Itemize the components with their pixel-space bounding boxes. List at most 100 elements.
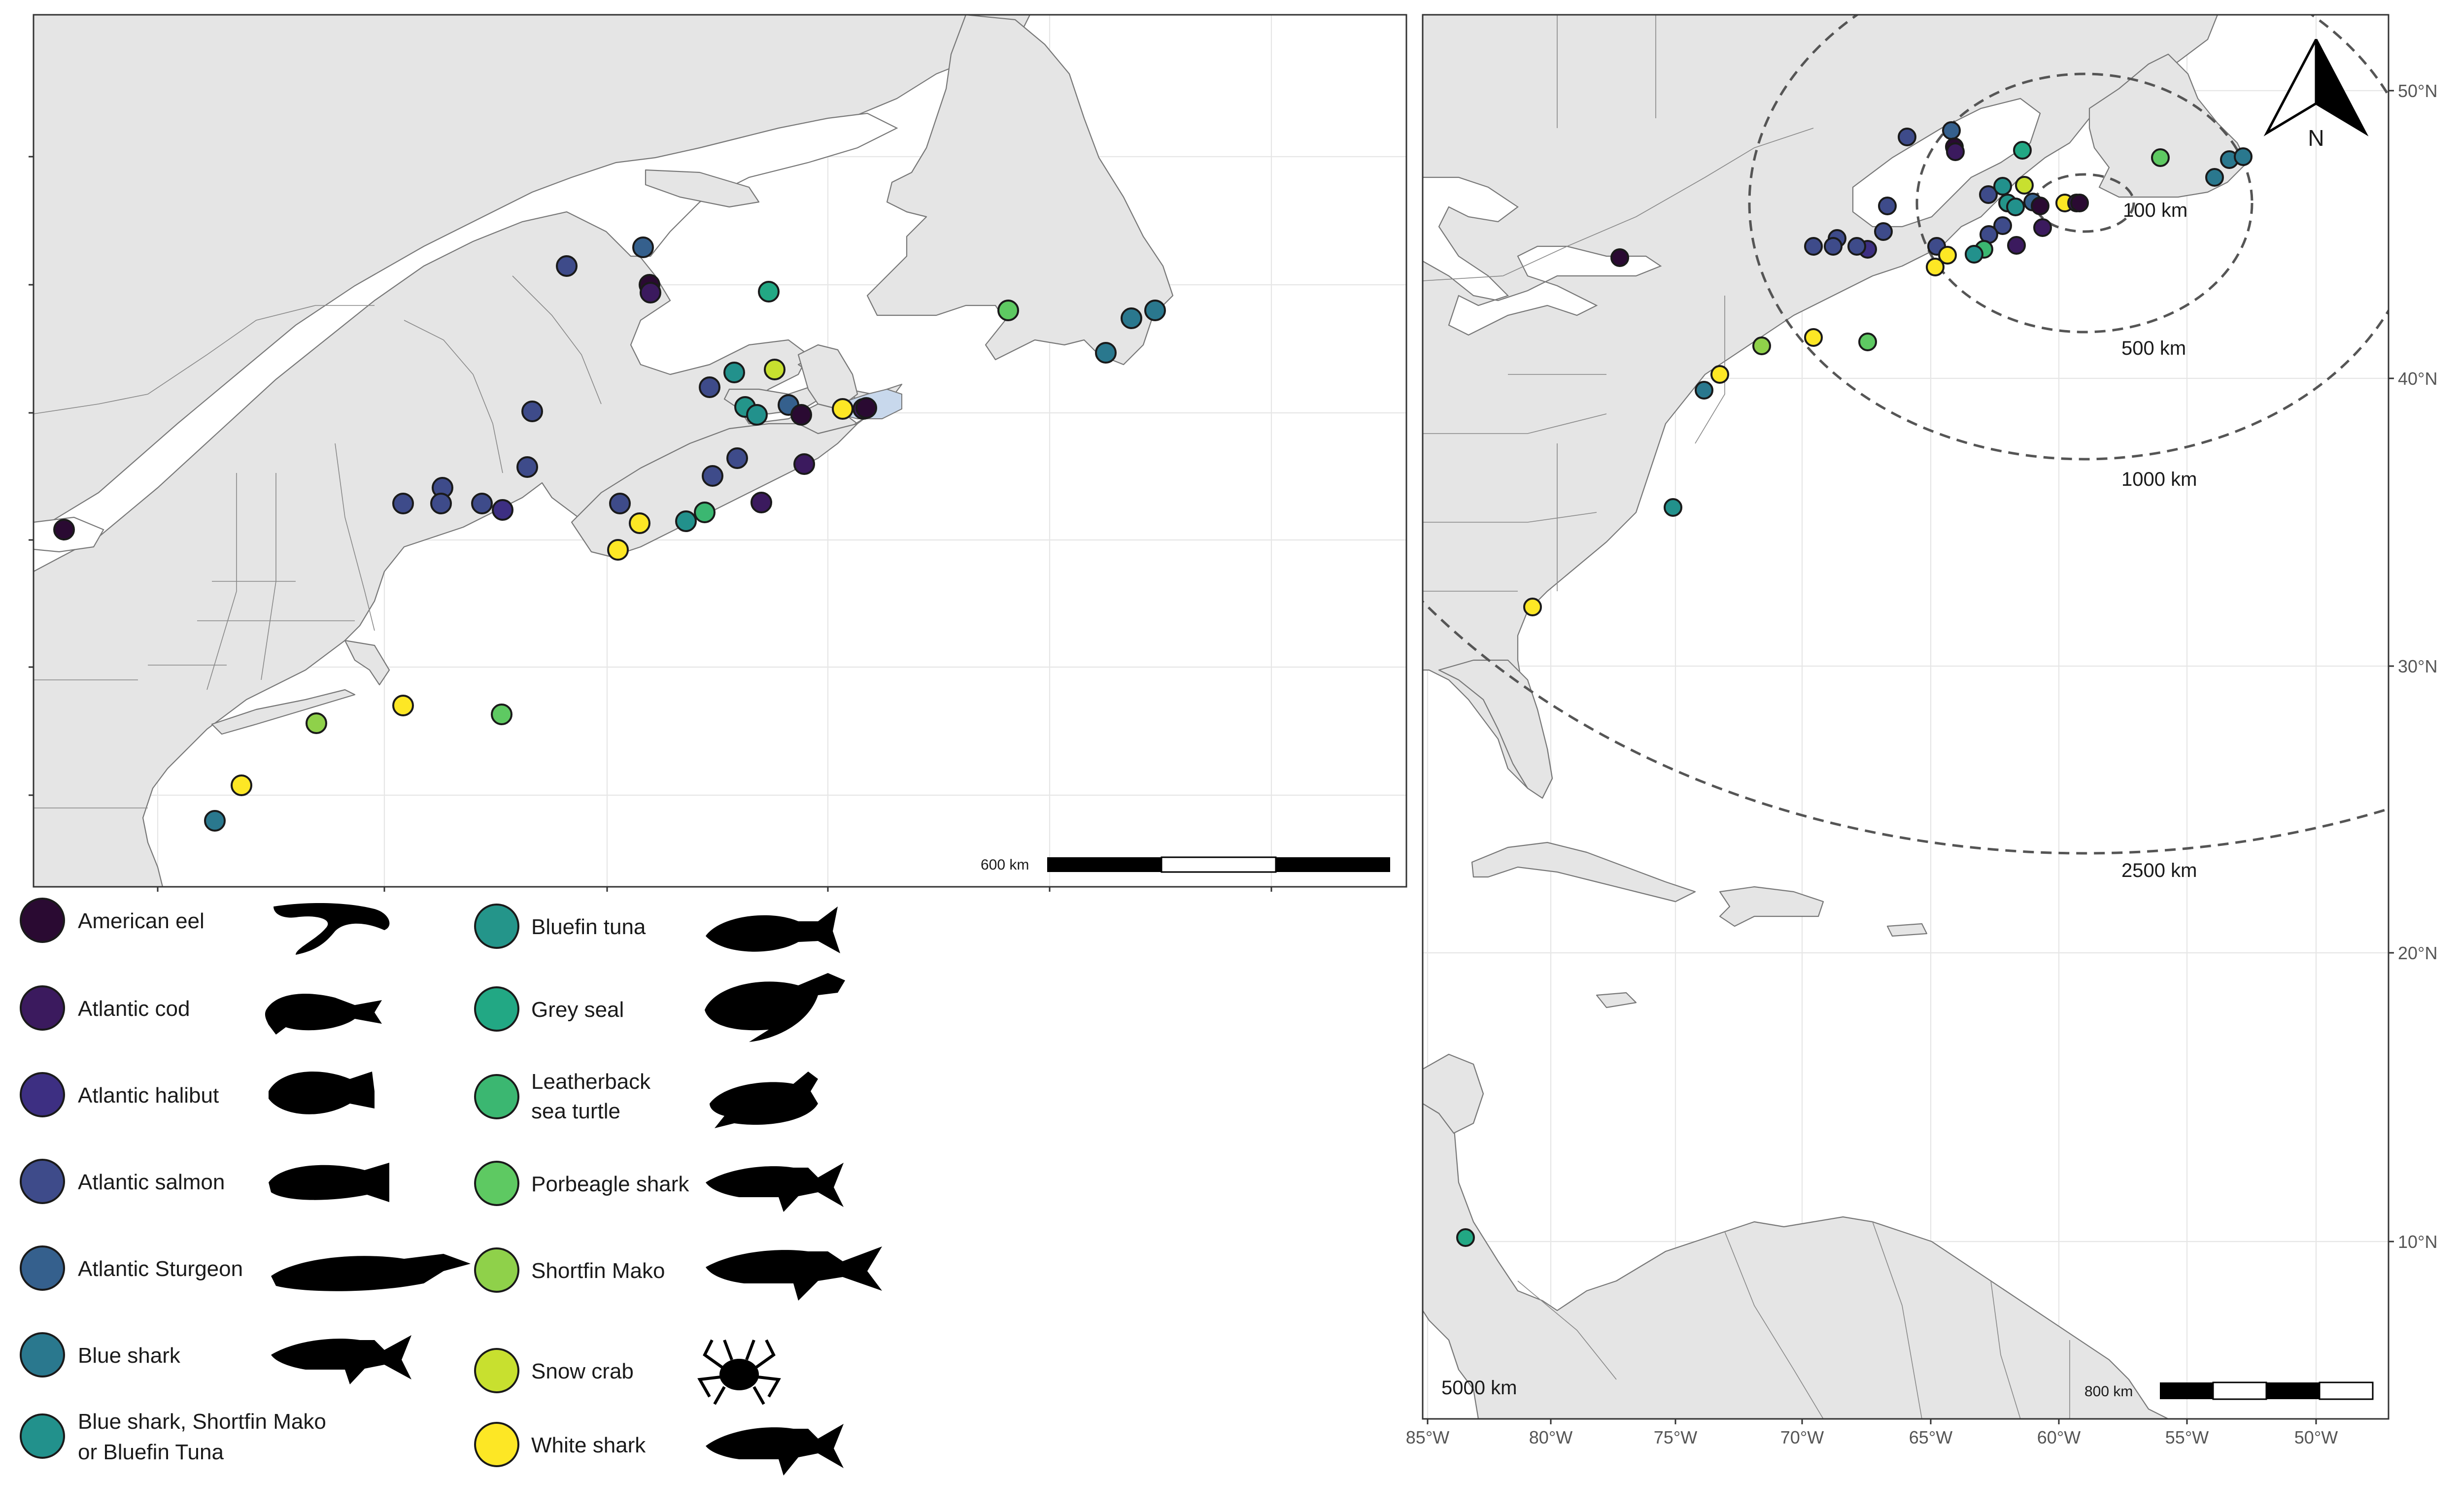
legend-label: Shortfin Mako <box>531 1259 665 1283</box>
right-yucatan <box>1423 1053 1484 1134</box>
right-jamaica <box>1596 992 1637 1008</box>
ring-label-1000km: 1000 km <box>2121 469 2197 490</box>
left-long-island <box>211 689 356 735</box>
point-atlantic-cod <box>1946 142 1965 161</box>
legend-label: Snow crab <box>531 1359 634 1383</box>
legend-label: Porbeagle shark <box>531 1172 689 1196</box>
left-points <box>53 236 1166 832</box>
point-shortfin-mako <box>306 712 327 734</box>
legend-item-white-shark: White shark <box>474 1422 844 1476</box>
left-newfoundland <box>866 15 1174 366</box>
point-white-shark <box>231 774 252 796</box>
point-atlantic-cod <box>793 453 815 475</box>
point-atlantic-cod <box>751 492 772 513</box>
legend-item-atlantic-sturgeon: Atlantic Sturgeon <box>20 1245 471 1291</box>
lon-tick: 85°W <box>1406 1427 1449 1447</box>
legend-label: Atlantic Sturgeon <box>78 1257 243 1281</box>
right-florida <box>1438 659 1553 799</box>
lat-tick: 40°N <box>2398 369 2437 389</box>
legend-label: Atlantic salmon <box>78 1170 225 1194</box>
right-puerto-rico <box>1886 923 1928 937</box>
halibut-silhouette-icon <box>269 1072 375 1114</box>
point-atlantic-salmon <box>521 401 543 422</box>
right-south-america <box>1423 1068 2169 1419</box>
north-arrow-icon: N <box>2263 38 2369 151</box>
point-blue-shark <box>1095 342 1117 364</box>
legend-swatch <box>474 1247 519 1293</box>
point-porbeagle <box>2151 148 2170 167</box>
point-atlantic-salmon <box>699 376 720 398</box>
point-atlantic-salmon <box>430 493 452 514</box>
right-great-lakes <box>1423 176 1662 336</box>
eel-silhouette-icon <box>273 903 390 955</box>
left-scale-bar-label: 600 km <box>981 857 1029 873</box>
legend-item-blue-shark-mako-tuna: Blue shark, Shortfin Mako or Bluefin Tun… <box>20 1410 326 1464</box>
legend-swatch <box>474 904 519 949</box>
legend-swatch <box>474 1348 519 1393</box>
point-american-eel <box>790 404 812 426</box>
legend-swatch <box>20 898 65 943</box>
sturgeon-silhouette-icon <box>271 1254 471 1291</box>
ring-label-2500km: 2500 km <box>2121 860 2197 881</box>
point-atlantic-salmon <box>392 493 414 514</box>
left-cape-cod <box>344 639 390 686</box>
point-blue-shark <box>2234 147 2253 166</box>
point-white-shark <box>392 695 414 716</box>
point-porbeagle <box>997 300 1019 321</box>
legend-item-bluefin-tuna: Bluefin tuna <box>474 904 840 953</box>
right-map: 100 km 500 km 1000 km 2500 km 5000 km N … <box>1406 14 2437 1447</box>
crab-silhouette-icon <box>697 1339 781 1405</box>
legend-item-atlantic-halibut: Atlantic halibut <box>20 1072 375 1117</box>
point-blue-shark-mako-tuna <box>1965 245 1983 264</box>
legend-label: White shark <box>531 1433 646 1457</box>
seal-silhouette-icon <box>705 973 845 1042</box>
point-atlantic-salmon <box>1824 237 1843 256</box>
point-blue-shark <box>1144 300 1166 321</box>
point-atlantic-salmon <box>556 255 578 277</box>
legend-swatch <box>474 986 519 1032</box>
legend-label: American eel <box>78 909 205 933</box>
lon-tick: 80°W <box>1529 1427 1572 1447</box>
right-lon-axis: 85°W 80°W 75°W 70°W 65°W 60°W 55°W 50°W <box>1406 1419 2338 1447</box>
point-white-shark <box>1938 246 1957 265</box>
point-blue-shark-mako-tuna <box>746 404 768 426</box>
point-atlantic-salmon <box>1993 216 2012 235</box>
legend-label-line1: Blue shark, Shortfin Mako <box>78 1410 326 1434</box>
point-atlantic-salmon <box>516 456 538 478</box>
legend-item-american-eel: American eel <box>20 898 390 955</box>
ring-2500km <box>1423 600 2389 855</box>
point-blue-shark-mako-tuna <box>2006 198 2025 216</box>
lat-tick: 30°N <box>2398 656 2437 676</box>
point-atlantic-cod <box>2007 236 2026 255</box>
lon-tick: 50°W <box>2294 1427 2338 1447</box>
point-grey-seal <box>1456 1228 1475 1247</box>
point-atlantic-salmon <box>1878 197 1897 215</box>
point-atlantic-salmon <box>1898 128 1916 146</box>
legend-item-shortfin-mako: Shortfin Mako <box>474 1246 882 1301</box>
point-snow-crab <box>764 359 785 380</box>
legend-item-grey-seal: Grey seal <box>474 973 845 1042</box>
cod-silhouette-icon <box>265 994 382 1035</box>
right-distance-labels: 100 km 500 km 1000 km 2500 km 5000 km <box>1441 200 2197 1399</box>
point-white-shark <box>1523 598 1542 616</box>
legend-label: Blue shark <box>78 1344 181 1368</box>
right-north-america <box>1423 15 2219 799</box>
point-leatherback <box>694 502 716 523</box>
point-white-shark <box>1926 258 1945 276</box>
right-cuba <box>1471 841 1696 903</box>
left-admin-borders <box>34 275 602 808</box>
lon-tick: 60°W <box>2037 1427 2081 1447</box>
point-american-eel <box>53 519 75 540</box>
legend-item-atlantic-cod: Atlantic cod <box>20 985 382 1035</box>
point-white-shark <box>607 539 629 561</box>
point-white-shark <box>832 398 853 420</box>
point-blue-shark-mako-tuna <box>675 510 697 532</box>
point-atlantic-salmon <box>1804 237 1823 256</box>
point-shortfin-mako <box>1752 336 1771 355</box>
right-scale-bar: 800 km <box>2084 1381 2374 1400</box>
legend-item-snow-crab: Snow crab <box>474 1339 781 1405</box>
point-white-shark <box>1710 365 1729 384</box>
point-blue-shark <box>1695 381 1713 400</box>
point-atlantic-salmon <box>1979 185 1998 204</box>
shark-silhouette-icon <box>706 1246 882 1301</box>
